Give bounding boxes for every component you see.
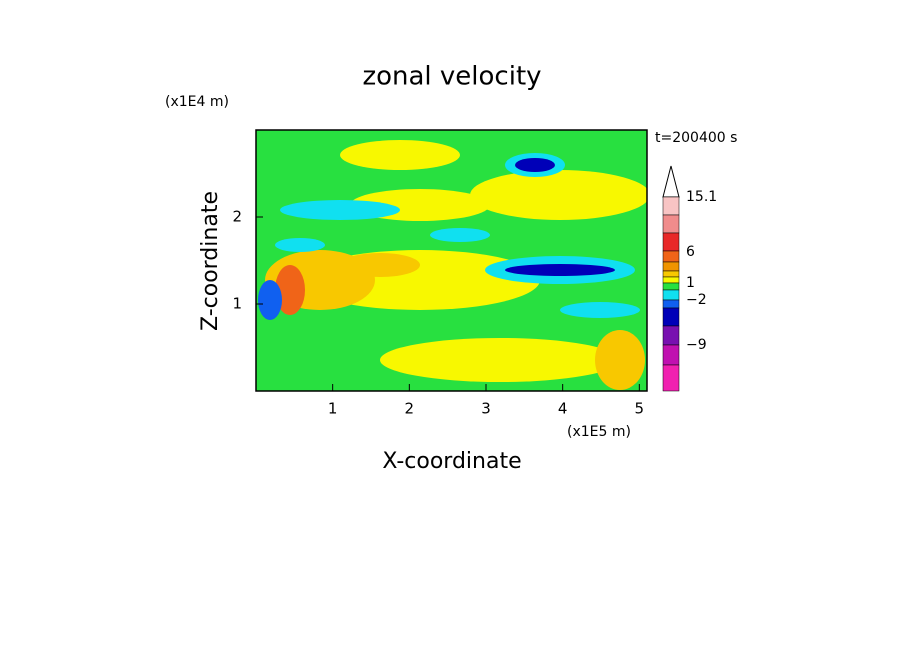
colorbar-segment xyxy=(662,307,680,327)
contour-region xyxy=(515,158,555,172)
contour-region xyxy=(280,200,400,220)
contour-region xyxy=(595,330,645,390)
colorbar-segment xyxy=(662,232,680,252)
x-tick-label: 4 xyxy=(558,400,568,418)
colorbar-label: 1 xyxy=(686,275,695,291)
contour-region xyxy=(340,140,460,170)
x-tick-label: 2 xyxy=(405,400,415,418)
colorbar-segment xyxy=(662,250,680,263)
x-tick-label: 5 xyxy=(635,400,645,418)
colorbar-segment xyxy=(662,325,680,346)
colorbar-segment xyxy=(662,282,680,291)
contour-region xyxy=(505,264,615,276)
colorbar-segment xyxy=(662,364,680,392)
colorbar-segment xyxy=(662,276,680,284)
colorbar-label: −2 xyxy=(686,292,707,308)
contour-region xyxy=(340,253,420,277)
colorbar-segment xyxy=(662,289,680,301)
colorbar-segment xyxy=(662,261,680,272)
contour-region xyxy=(258,280,282,320)
x-axis-label: X-coordinate xyxy=(382,449,521,474)
annotation: t=200400 s xyxy=(655,130,737,146)
colorbar-segment xyxy=(662,299,680,309)
contour-region xyxy=(470,170,647,220)
colorbar-arrow xyxy=(662,165,680,198)
colorbar: 15.1 6 1−2 −9 xyxy=(662,165,717,392)
colorbar-label: 6 xyxy=(686,244,695,260)
x-unit: (x1E5 m) xyxy=(567,424,631,440)
contour-region xyxy=(275,238,325,252)
y-tick-label: 1 xyxy=(232,295,242,313)
contour-region xyxy=(275,265,305,315)
contour-region xyxy=(380,338,620,382)
colorbar-segment xyxy=(662,344,680,366)
colorbar-segment xyxy=(662,214,680,234)
y-tick-label: 2 xyxy=(232,208,242,226)
contour-region xyxy=(560,302,640,318)
x-tick-label: 1 xyxy=(328,400,338,418)
chart-title: zonal velocity xyxy=(362,62,541,92)
colorbar-label: −9 xyxy=(686,337,707,353)
plot-frame xyxy=(255,129,648,392)
colorbar-segment xyxy=(662,196,680,216)
contour-field xyxy=(256,130,647,391)
y-axis-label: Z-coordinate xyxy=(198,191,223,331)
contour-region xyxy=(430,228,490,242)
y-unit: (x1E4 m) xyxy=(165,94,229,110)
x-tick-label: 3 xyxy=(481,400,491,418)
colorbar-label: 15.1 xyxy=(686,189,717,205)
colorbar-segment xyxy=(662,270,680,278)
